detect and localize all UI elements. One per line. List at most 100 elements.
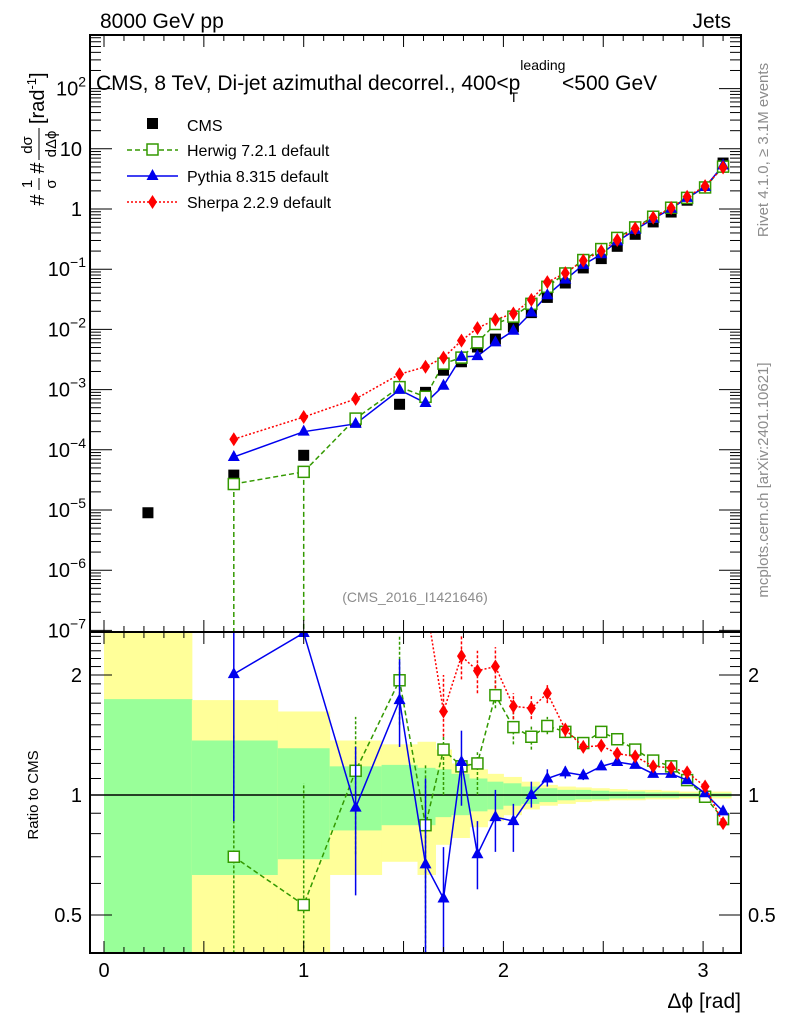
herwig-ratio-point — [507, 720, 520, 734]
sherpa-main-point — [421, 359, 431, 374]
pythia-ratio-line — [233, 632, 724, 901]
sherpa-main-point — [526, 292, 536, 307]
pythia-ratio-point — [577, 768, 590, 780]
pythia-ratio-point — [559, 765, 572, 777]
sherpa-main-line — [233, 166, 724, 440]
y-tick-label-main: 10 — [60, 139, 82, 161]
cms-data-point — [142, 507, 154, 519]
sherpa-main-point — [438, 350, 448, 365]
pythia-ratio-point — [489, 810, 502, 822]
tick-labels: 102 10 1 10−1 10−2 10−3 10−4 10−5 10−6 10−7 0 1 2 3 2 2… — [48, 74, 776, 982]
legend-sherpa-label: Sherpa 2.2.9 default — [187, 195, 332, 212]
sherpa-main-point — [508, 306, 518, 321]
y-tick-label-main: 10−5 — [48, 495, 86, 522]
legend-herwig-marker — [146, 143, 159, 156]
sherpa-main-point — [542, 275, 552, 290]
herwig-main-line — [233, 166, 724, 485]
herwig-main-point — [227, 477, 241, 491]
herwig-ratio-point — [297, 898, 310, 912]
herwig-main-point — [471, 336, 484, 349]
pythia-main-point — [541, 288, 554, 300]
y-tick-label-main: 10−1 — [48, 254, 86, 281]
sherpa-ratio-point — [596, 738, 606, 753]
pythia-ratio-point — [541, 771, 554, 783]
svg-text:#: # — [27, 162, 49, 174]
sherpa-main-point — [299, 410, 309, 425]
pythia-main-point — [455, 349, 468, 361]
svg-text:dΔϕ: dΔϕ — [43, 131, 60, 158]
axis-ticks — [90, 35, 741, 953]
pythia-ratio-point — [717, 804, 730, 816]
svg-text:1: 1 — [19, 180, 36, 188]
y-tick-label-main: 10−3 — [48, 375, 86, 402]
sherpa-main-point — [700, 179, 710, 194]
sherpa-ratio-point — [612, 746, 622, 761]
svg-text:σ: σ — [43, 179, 60, 189]
pythia-main-line — [233, 165, 724, 458]
pythia-ratio-point — [595, 759, 608, 771]
pythia-ratio-point — [507, 814, 520, 826]
plot-title: CMS, 8 TeV, Di-jet azimuthal decorrel., … — [96, 57, 657, 105]
herwig-main-point — [297, 465, 310, 479]
sherpa-ratio-point — [438, 704, 448, 719]
sherpa-ratio-point — [630, 749, 640, 764]
y-tick-label-main: 1 — [71, 199, 82, 221]
sherpa-main-point — [648, 210, 658, 225]
pythia-main-point — [525, 305, 538, 317]
sherpa-main-point — [666, 200, 676, 215]
pythia-main-point — [349, 416, 362, 428]
sherpa-ratio-point — [648, 759, 658, 774]
x-tick-label: 1 — [298, 960, 309, 982]
legend-cms-label: CMS — [187, 118, 223, 135]
y-tick-label-ratio-right: 0.5 — [748, 905, 776, 927]
pythia-ratio-point — [349, 800, 362, 812]
sherpa-ratio-point — [666, 760, 676, 775]
legend-cms-marker — [147, 118, 158, 129]
y-tick-label-main: 10−2 — [48, 314, 86, 341]
y-tick-label-ratio-left: 0.5 — [54, 905, 82, 927]
sherpa-main-point — [560, 266, 570, 281]
ratio-marks — [227, 632, 730, 953]
sherpa-ratio-point — [700, 779, 710, 794]
pythia-ratio-point — [471, 847, 484, 859]
pythia-main-point — [507, 323, 520, 335]
sherpa-ratio-point — [526, 701, 536, 716]
herwig-ratio-point — [610, 732, 624, 746]
pythia-ratio-point — [629, 757, 642, 769]
herwig-ratio-point — [227, 850, 241, 863]
sherpa-ratio-point — [718, 816, 728, 831]
sherpa-ratio-point — [542, 686, 552, 701]
header-left: 8000 GeV pp — [100, 10, 224, 33]
header-right: Jets — [692, 10, 731, 33]
pythia-main-point — [297, 424, 310, 436]
sherpa-main-point — [490, 312, 500, 327]
herwig-ratio-point — [525, 730, 538, 743]
pythia-main-point — [471, 349, 484, 361]
x-axis-title: Δϕ [rad] — [667, 990, 741, 1013]
sherpa-main-point — [351, 391, 361, 406]
pythia-main-point — [393, 382, 406, 394]
y-axis-title-ratio: Ratio to CMS — [25, 750, 42, 839]
cms-data-point — [437, 364, 449, 376]
cms-data-point — [298, 449, 310, 461]
pythia-main-point — [489, 335, 502, 347]
sherpa-main-point — [395, 367, 405, 382]
x-tick-label: 0 — [98, 960, 109, 982]
pythia-ratio-point — [437, 891, 450, 903]
main-marks — [142, 157, 730, 632]
herwig-ratio-point — [471, 757, 484, 770]
y-tick-label-ratio-right: 1 — [748, 785, 759, 807]
cms-data-point — [394, 398, 406, 410]
cms-data-point — [228, 469, 240, 481]
ratio-frame — [89, 631, 742, 954]
y-axis-title-main: # 1 σ # dσ dΔϕ [rad-1] — [19, 72, 60, 205]
y-tick-label-ratio-right: 2 — [748, 665, 759, 687]
y-tick-label-main: 102 — [56, 74, 86, 101]
sherpa-main-point — [456, 333, 466, 348]
herwig-ratio-point — [437, 743, 450, 756]
pythia-ratio-point — [455, 754, 468, 766]
sherpa-ratio-point — [472, 663, 482, 678]
svg-text:dσ: dσ — [19, 135, 36, 153]
sherpa-main-point — [229, 432, 239, 447]
y-tick-label-ratio-left: 2 — [71, 665, 82, 687]
